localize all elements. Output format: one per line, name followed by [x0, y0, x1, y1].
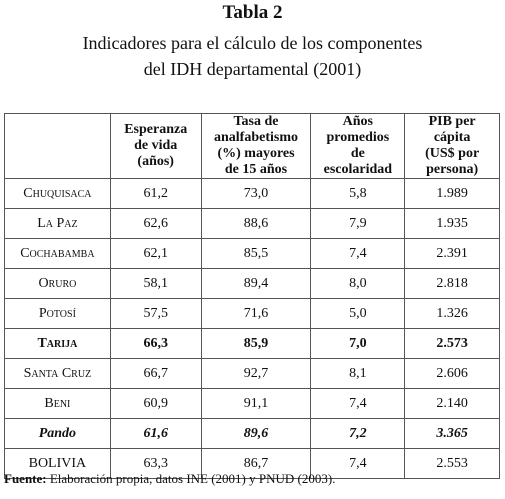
- subtitle-line: del IDH departamental (2001): [143, 59, 362, 79]
- cell: 7,0: [310, 328, 406, 359]
- cell: 7,4: [310, 238, 406, 269]
- table-row: Beni 60,9 91,1 7,4 2.140: [4, 388, 500, 419]
- cell: 1.935: [404, 208, 500, 239]
- cell: 1.989: [404, 178, 500, 209]
- table: Esperanza de vida (años) Tasa de analfabetis…: [4, 113, 500, 479]
- header-line: de: [350, 146, 365, 161]
- row-label: Cochabamba: [4, 238, 111, 269]
- header-line: Esperanza: [124, 122, 188, 137]
- cell: 92,7: [200, 358, 312, 389]
- subtitle-line: Indicadores para el cálculo de los compo…: [82, 33, 423, 53]
- cell: 66,3: [109, 328, 202, 359]
- row-label: Chuquisaca: [4, 178, 111, 209]
- cell: 62,1: [109, 238, 202, 269]
- header-line: de 15 años: [224, 162, 288, 177]
- footer-label: Fuente:: [4, 471, 47, 486]
- table-row: Pando 61,6 89,6 7,2 3.365: [4, 418, 500, 449]
- cell: 85,5: [200, 238, 312, 269]
- column-header: Años promedios de escolaridad: [310, 113, 406, 179]
- table-row: Tarija 66,3 85,9 7,0 2.573: [4, 328, 500, 359]
- cell: 8,0: [310, 268, 406, 299]
- row-label: Beni: [4, 388, 111, 419]
- table-row: Cochabamba 62,1 85,5 7,4 2.391: [4, 238, 500, 269]
- header-line: Años: [342, 114, 374, 129]
- cell: 89,6: [200, 418, 312, 449]
- header-line: persona): [426, 162, 479, 177]
- cell: 61,6: [109, 418, 202, 449]
- table-row: Potosí 57,5 71,6 5,0 1.326: [4, 298, 500, 329]
- header-line: Tasa de: [233, 114, 279, 129]
- header-line: de vida: [134, 138, 178, 153]
- table-row: Oruro 58,1 89,4 8,0 2.818: [4, 268, 500, 299]
- cell: 8,1: [310, 358, 406, 389]
- header-row: Esperanza de vida (años) Tasa de analfabetis…: [4, 113, 500, 179]
- cell: 66,7: [109, 358, 202, 389]
- cell: 1.326: [404, 298, 500, 329]
- cell: 62,6: [109, 208, 202, 239]
- cell: 61,2: [109, 178, 202, 209]
- cell: 2.573: [404, 328, 500, 359]
- table-row: BOLIVIA 63,3 86,7 7,4 2.553: [4, 448, 500, 479]
- cell: 7,2: [310, 418, 406, 449]
- header-line: (US$ por: [425, 146, 480, 161]
- title: Tabla 2: [222, 2, 283, 23]
- footer: Fuente: Elaboración propia, datos INE (2…: [4, 471, 335, 487]
- cell: 91,1: [200, 388, 312, 419]
- header-line: cápita: [433, 130, 471, 145]
- cell: 57,5: [109, 298, 202, 329]
- cell: 86,7: [200, 448, 312, 479]
- cell: 73,0: [200, 178, 312, 209]
- header-line: PIB per: [428, 114, 476, 129]
- cell: 71,6: [200, 298, 312, 329]
- subtitle: Indicadores para el cálculo de los compo…: [0, 30, 505, 82]
- row-label: Santa Cruz: [4, 358, 111, 389]
- header-line: escolaridad: [323, 162, 393, 177]
- cell: 5,0: [310, 298, 406, 329]
- column-header: [4, 113, 111, 179]
- cell: 2.391: [404, 238, 500, 269]
- cell: 2.606: [404, 358, 500, 389]
- row-label: Potosí: [4, 298, 111, 329]
- cell: 58,1: [109, 268, 202, 299]
- header-line: analfabetismo: [214, 130, 298, 145]
- footer-text: Elaboración propia, datos INE (2001) y P…: [49, 471, 336, 486]
- cell: 89,4: [200, 268, 312, 299]
- row-label: Pando: [4, 418, 111, 449]
- cell: 7,9: [310, 208, 406, 239]
- row-label: BOLIVIA: [4, 448, 111, 479]
- column-header: PIB per cápita (US$ por persona): [404, 113, 500, 179]
- table-row: Chuquisaca 61,2 73,0 5,8 1.989: [4, 178, 500, 209]
- cell: 7,4: [310, 448, 406, 479]
- table-row: La Paz 62,6 88,6 7,9 1.935: [4, 208, 500, 239]
- header-line: promedios: [326, 130, 390, 145]
- cell: 3.365: [404, 418, 500, 449]
- cell: 2.553: [404, 448, 500, 479]
- column-header: Esperanza de vida (años): [109, 113, 202, 179]
- cell: 88,6: [200, 208, 312, 239]
- cell: 2.140: [404, 388, 500, 419]
- header-line: (%) mayores: [217, 146, 295, 161]
- cell: 5,8: [310, 178, 406, 209]
- column-header: Tasa de analfabetismo (%) mayores de 15 año…: [200, 113, 312, 179]
- header-line: (años): [137, 154, 174, 169]
- table-row: Santa Cruz 66,7 92,7 8,1 2.606: [4, 358, 500, 389]
- cell: 85,9: [200, 328, 312, 359]
- cell: 2.818: [404, 268, 500, 299]
- row-label: Oruro: [4, 268, 111, 299]
- cell: 60,9: [109, 388, 202, 419]
- cell: 7,4: [310, 388, 406, 419]
- cell: 63,3: [109, 448, 202, 479]
- row-label: La Paz: [4, 208, 111, 239]
- row-label: Tarija: [4, 328, 111, 359]
